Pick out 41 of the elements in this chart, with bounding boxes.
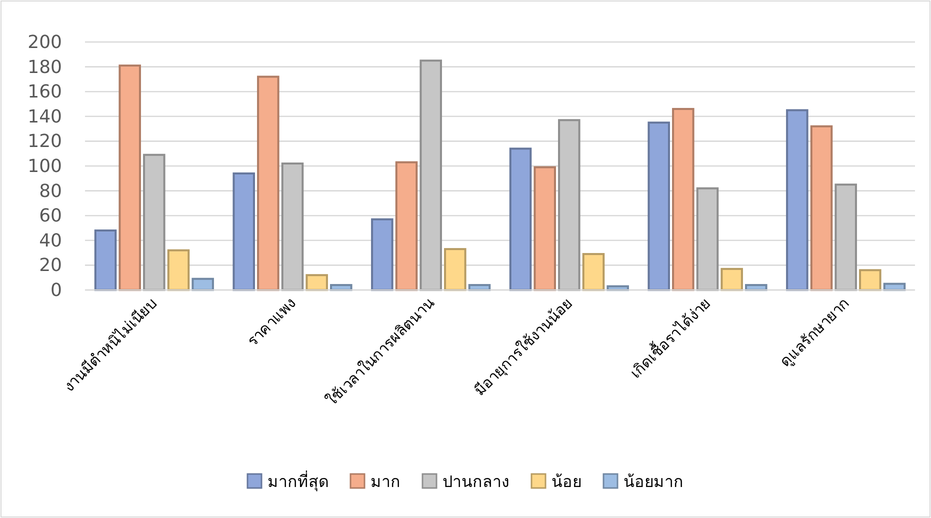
bar [118,64,141,291]
y-tick-label: 80 [39,180,62,202]
bar [167,249,190,291]
y-tick-label: 40 [39,230,62,252]
y-tick-label: 20 [39,255,62,276]
bar [558,119,580,291]
bar [94,229,117,291]
bar [143,154,166,291]
y-tick-label: 180 [28,56,62,78]
bar [192,278,214,291]
bar [834,184,857,291]
legend-label: ปานกลาง [442,472,510,491]
y-tick-label: 160 [28,82,62,103]
bar [810,125,833,291]
y-tick-label: 100 [28,156,62,177]
legend-label: น้อย [552,472,582,491]
bar [648,122,670,291]
legend-label: มาก [370,472,400,491]
y-tick-label: 60 [39,206,62,227]
bar [306,274,328,291]
bar [672,108,694,291]
bar [371,218,394,291]
bar [696,187,719,291]
bar [534,166,556,291]
y-tick-label: 120 [28,131,62,152]
bar [420,60,442,291]
bar [281,162,304,291]
bar [257,76,280,291]
legend-label: น้อยมาก [624,472,684,491]
bar [582,253,605,291]
bar [720,268,743,291]
bar [509,148,532,291]
bar [444,248,466,291]
bar [395,161,418,291]
bar [859,269,882,291]
bar [232,172,255,291]
y-tick-label: 140 [28,106,62,128]
bar [786,109,808,291]
y-tick-label: 0 [50,280,62,301]
legend-label: มากที่สุด [268,470,328,492]
y-tick-label: 200 [28,32,62,53]
